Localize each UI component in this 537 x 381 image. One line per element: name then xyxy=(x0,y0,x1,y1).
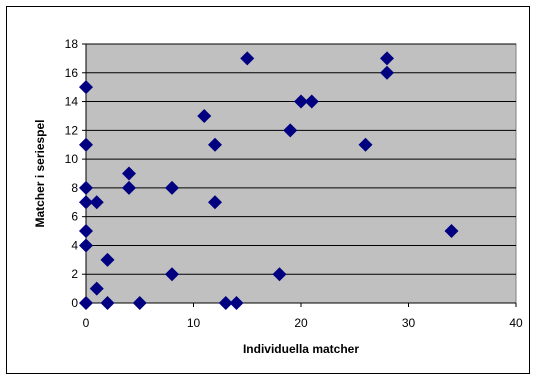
x-tick-labels: 0 10 20 30 40 xyxy=(83,316,523,330)
y-tick-label: 10 xyxy=(65,152,79,166)
x-tick-label: 40 xyxy=(509,316,523,330)
x-tick-label: 30 xyxy=(402,316,416,330)
y-tick-label: 4 xyxy=(71,238,78,252)
y-tick-label: 14 xyxy=(65,95,79,109)
y-tick-label: 0 xyxy=(71,296,78,310)
y-tick-label: 12 xyxy=(65,123,79,137)
x-tick-label: 10 xyxy=(187,316,201,330)
y-tick-label: 6 xyxy=(71,210,78,224)
y-tick-labels: 0 2 4 6 8 10 12 14 16 18 xyxy=(65,37,79,310)
y-tick-label: 8 xyxy=(71,181,78,195)
x-tick-label: 20 xyxy=(294,316,308,330)
x-axis-title: Individuella matcher xyxy=(243,342,359,356)
y-tick-label: 16 xyxy=(65,66,79,80)
y-tick-label: 2 xyxy=(71,267,78,281)
y-axis-title: Matcher i seriespel xyxy=(33,119,47,227)
x-tick-label: 0 xyxy=(83,316,90,330)
plot-area xyxy=(86,44,516,303)
y-tick-label: 18 xyxy=(65,37,79,51)
